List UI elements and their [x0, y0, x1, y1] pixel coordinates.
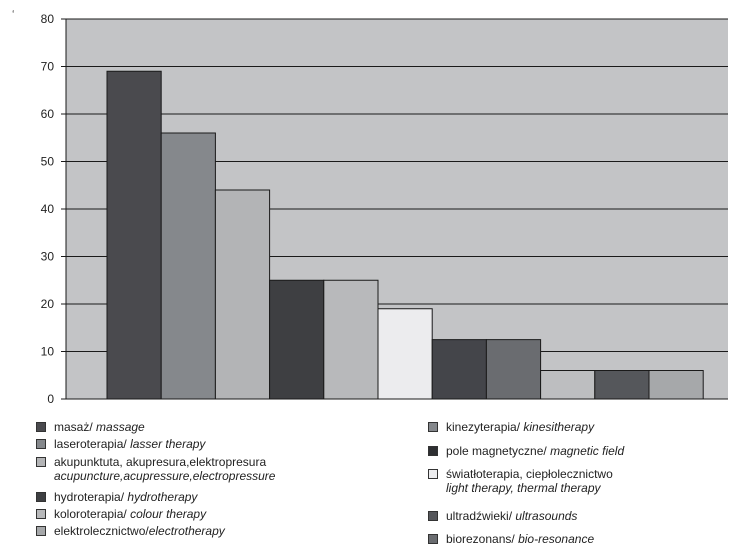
bar-0	[106, 70, 162, 400]
bar-5	[377, 308, 433, 400]
y-tick-label: 70	[41, 60, 55, 74]
bar-6	[431, 339, 487, 400]
bar-9	[594, 370, 650, 400]
y-tick-label: 10	[41, 345, 55, 359]
bar-1	[160, 132, 216, 400]
bar-7	[485, 339, 542, 400]
axis-layer: 0 10 20 30 40 50 60 70 80	[41, 12, 67, 406]
bar-layer	[106, 70, 704, 400]
y-tick-label: 20	[41, 297, 55, 311]
y-tick-label: 60	[41, 107, 55, 121]
bar-8	[540, 370, 596, 400]
y-tick-label: 30	[41, 250, 55, 264]
corner-mark: ʻ	[12, 9, 15, 21]
bar-4	[323, 279, 379, 400]
bar-3	[269, 279, 325, 400]
y-tick-label: 40	[41, 202, 55, 216]
bar-10	[648, 370, 704, 400]
bar-2	[214, 189, 271, 400]
y-tick-label: 50	[41, 155, 55, 169]
y-tick-label: 0	[47, 392, 54, 406]
y-tick-label: 80	[41, 12, 55, 26]
